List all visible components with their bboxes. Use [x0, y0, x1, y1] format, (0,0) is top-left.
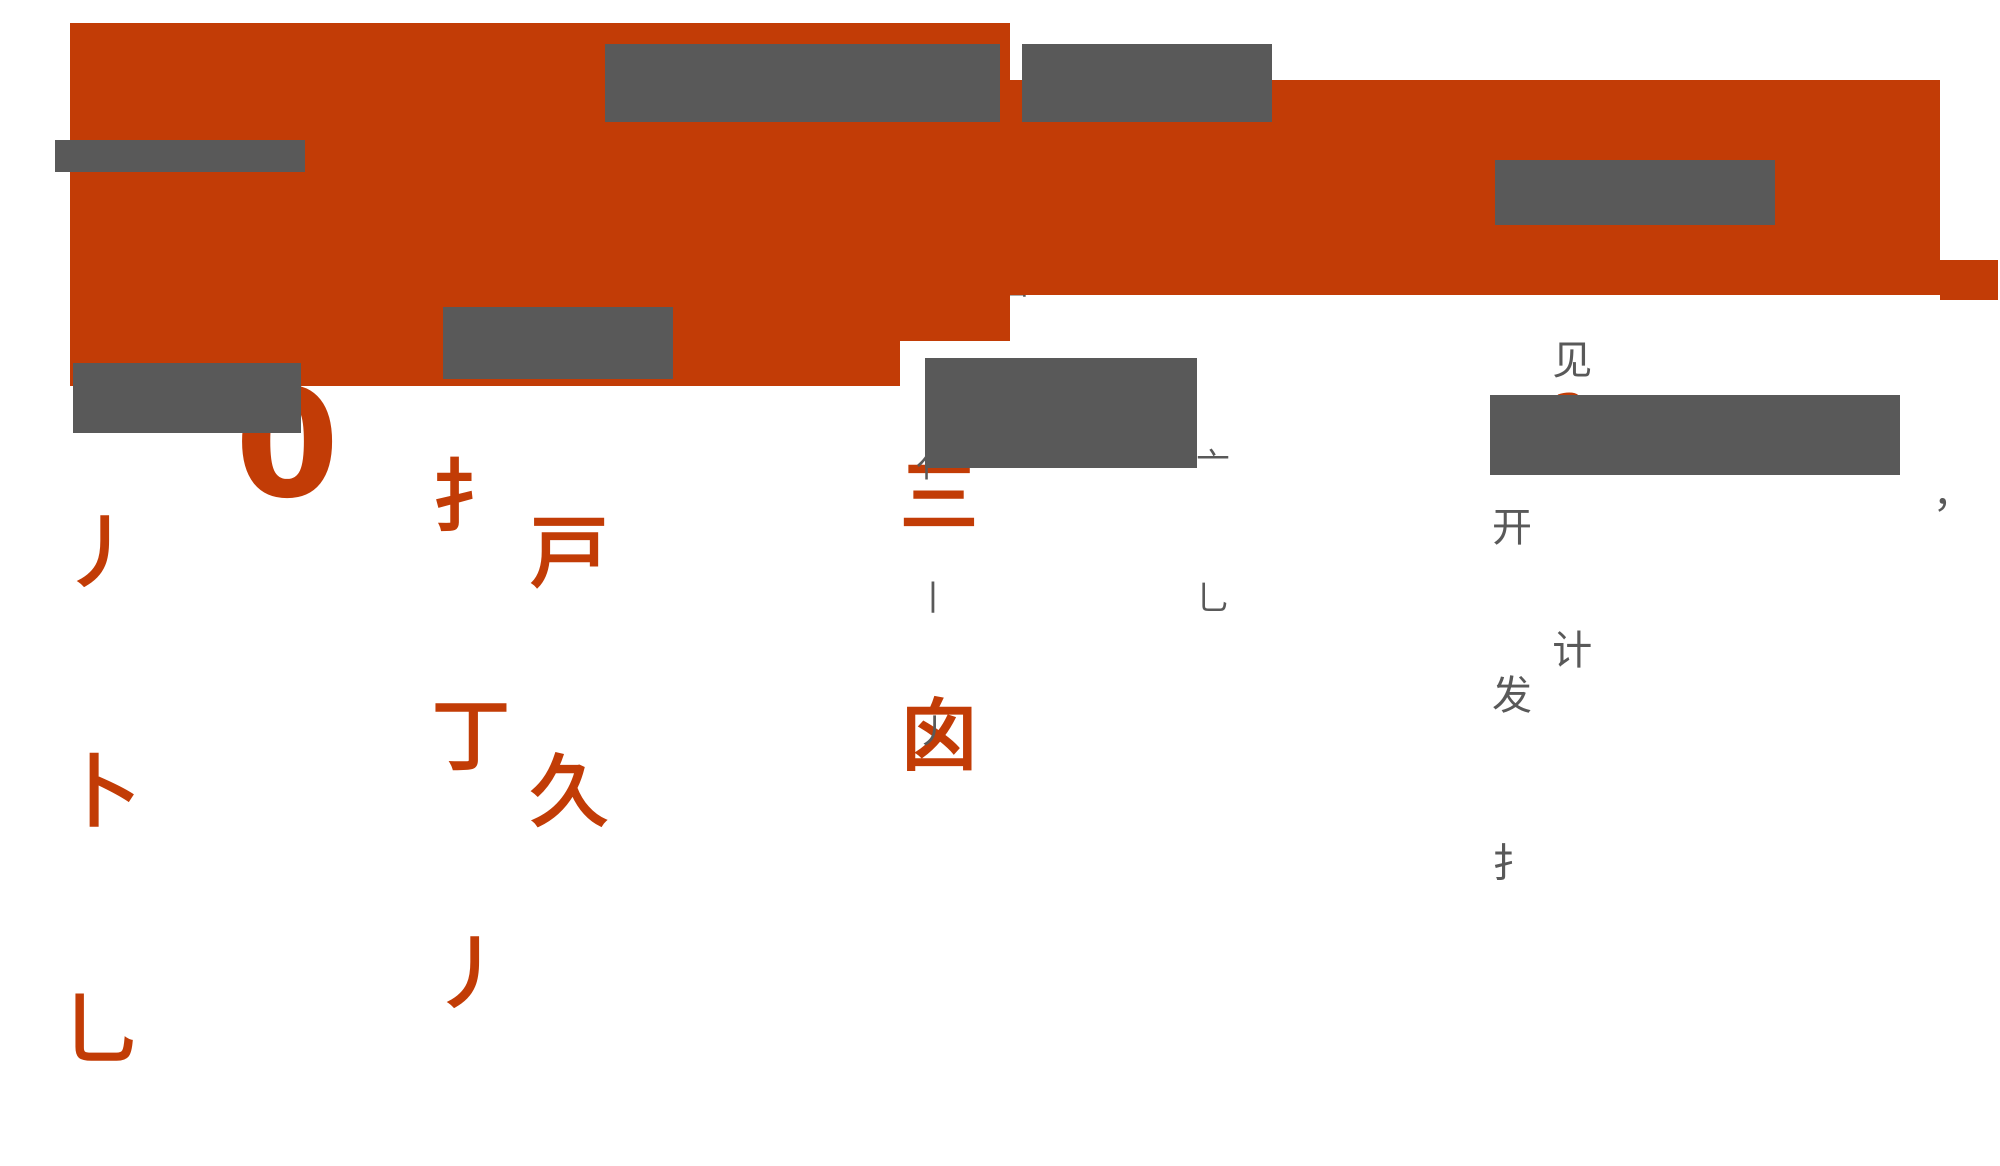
- gray-block-bottomleft: [73, 363, 301, 433]
- right-frag-char-2: 计: [1552, 628, 1594, 674]
- body-right-line-3: 扌: [1492, 841, 1533, 887]
- body-right-line-2: 发: [1492, 673, 1533, 719]
- gray-block-center: [443, 307, 673, 379]
- right-mid-line-1: 见: [1470, 274, 1593, 448]
- body-right-line-1: 开: [1492, 505, 1533, 551]
- bottomleft-line-3: 乚: [62, 986, 141, 1077]
- center-body-line-1: 扌 三: [432, 453, 979, 544]
- gray-block-footnote: [925, 358, 1197, 468]
- body-right-comma-char: ，: [1932, 471, 1974, 518]
- gray-block-right-mid: [1495, 160, 1775, 225]
- bottomleft-line-2: 卜 久: [62, 747, 609, 838]
- footnote-line-3: 丿: [916, 711, 951, 752]
- orange-block-right-tail: [1940, 260, 1998, 300]
- gray-block-bar: [55, 140, 305, 172]
- bottomleft-body-fragments: 丿 戸 卜 久 乚: [62, 356, 608, 1166]
- gray-block-title: [605, 44, 1000, 122]
- body-right-column: 开 发 扌: [1492, 388, 1547, 1004]
- gray-block-title-2: [1022, 44, 1272, 122]
- slide-canvas: 2 ( 0 管 言 次 同 扌 三 丁 囟 丿 丿 戸 卜 久 乚 亻 亠 丨 …: [55, 23, 1998, 1071]
- footnote-line-2: 丨 乚: [916, 578, 1231, 619]
- right-frag-char-1: 见: [1552, 338, 1594, 384]
- gray-block-body-right: [1490, 395, 1900, 475]
- bottomleft-line-1: 丿 戸: [62, 509, 609, 600]
- body-right-comma: ，: [1878, 424, 1974, 566]
